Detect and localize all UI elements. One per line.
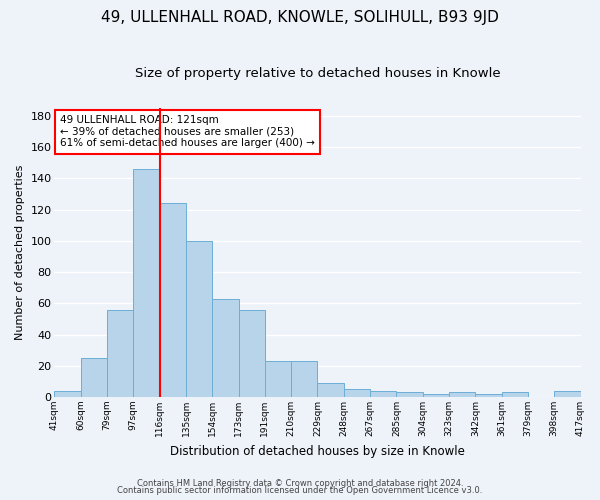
Bar xyxy=(107,310,133,397)
Bar xyxy=(291,361,317,397)
Bar xyxy=(370,391,397,397)
Bar xyxy=(317,383,344,397)
Bar xyxy=(344,389,370,397)
Title: Size of property relative to detached houses in Knowle: Size of property relative to detached ho… xyxy=(134,68,500,80)
Bar xyxy=(475,394,502,397)
Text: Contains HM Land Registry data © Crown copyright and database right 2024.: Contains HM Land Registry data © Crown c… xyxy=(137,478,463,488)
Bar xyxy=(422,394,449,397)
Bar xyxy=(554,391,581,397)
Bar xyxy=(133,169,160,397)
Bar xyxy=(55,391,81,397)
X-axis label: Distribution of detached houses by size in Knowle: Distribution of detached houses by size … xyxy=(170,444,465,458)
Bar xyxy=(397,392,422,397)
Bar xyxy=(186,241,212,397)
Text: 49 ULLENHALL ROAD: 121sqm
← 39% of detached houses are smaller (253)
61% of semi: 49 ULLENHALL ROAD: 121sqm ← 39% of detac… xyxy=(60,116,314,148)
Bar xyxy=(449,392,475,397)
Bar xyxy=(239,310,265,397)
Text: 49, ULLENHALL ROAD, KNOWLE, SOLIHULL, B93 9JD: 49, ULLENHALL ROAD, KNOWLE, SOLIHULL, B9… xyxy=(101,10,499,25)
Text: Contains public sector information licensed under the Open Government Licence v3: Contains public sector information licen… xyxy=(118,486,482,495)
Y-axis label: Number of detached properties: Number of detached properties xyxy=(15,165,25,340)
Bar xyxy=(160,204,186,397)
Bar xyxy=(502,392,528,397)
Bar xyxy=(81,358,107,397)
Bar xyxy=(265,361,291,397)
Bar xyxy=(212,298,239,397)
